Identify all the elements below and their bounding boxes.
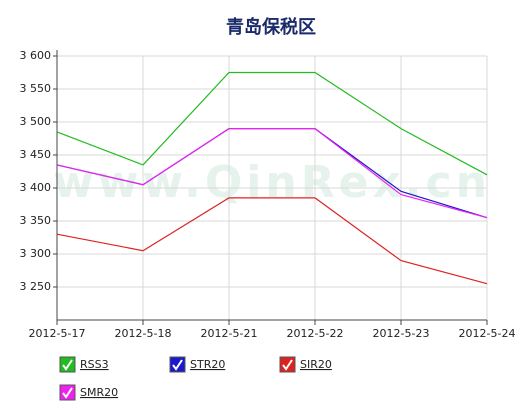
legend-item[interactable]: RSS3	[59, 356, 109, 373]
x-tick-label: 2012-5-18	[115, 327, 172, 340]
y-tick-label: 3 400	[20, 181, 52, 194]
legend-checkbox[interactable]	[279, 356, 296, 373]
watermark: www.QinRex.cn	[53, 157, 491, 208]
legend-check[interactable]	[62, 359, 73, 371]
y-tick-label: 3 500	[20, 115, 52, 128]
legend-item[interactable]: STR20	[169, 356, 225, 373]
legend-check[interactable]	[62, 387, 73, 399]
y-tick-label: 3 550	[20, 82, 52, 95]
legend-item[interactable]: SIR20	[279, 356, 332, 373]
y-tick-label: 3 350	[20, 214, 52, 227]
chart-title: 青岛保税区	[226, 16, 316, 38]
legend-item[interactable]: SMR20	[59, 384, 118, 401]
legend-label[interactable]: SMR20	[80, 386, 118, 399]
legend-check[interactable]	[282, 359, 293, 371]
series-line	[56, 128, 488, 219]
legend-checkbox[interactable]	[169, 356, 186, 373]
legend-label[interactable]: SIR20	[300, 358, 332, 371]
legend-checkbox[interactable]	[59, 356, 76, 373]
x-tick-label: 2012-5-24	[459, 327, 516, 340]
y-tick-label: 3 250	[20, 280, 52, 293]
legend-label[interactable]: RSS3	[80, 358, 109, 371]
y-tick-label: 3 600	[20, 49, 52, 62]
y-tick-label: 3 300	[20, 247, 52, 260]
x-tick-label: 2012-5-22	[287, 327, 344, 340]
series-line	[56, 197, 488, 285]
y-tick-label: 3 450	[20, 148, 52, 161]
x-tick-label: 2012-5-23	[373, 327, 430, 340]
legend-label[interactable]: STR20	[190, 358, 225, 371]
series-line	[56, 71, 488, 176]
x-tick-label: 2012-5-17	[29, 327, 86, 340]
legend-checkbox[interactable]	[59, 384, 76, 401]
legend-check[interactable]	[172, 359, 183, 371]
x-tick-label: 2012-5-21	[201, 327, 258, 340]
